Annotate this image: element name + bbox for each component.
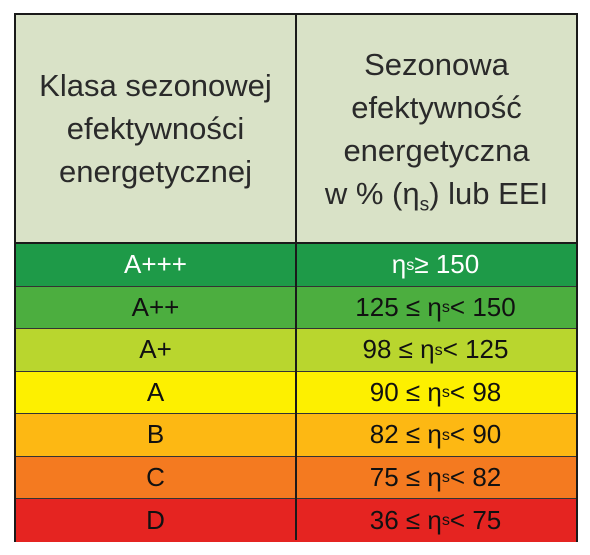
energy-class-cell: A+ xyxy=(139,334,172,365)
column-divider xyxy=(295,15,297,540)
energy-class-cell: B xyxy=(146,419,165,450)
subscript: s xyxy=(419,194,430,216)
efficiency-class-table: Klasa sezonowej efektywności energetyczn… xyxy=(14,13,578,542)
header-class-column: Klasa sezonowej efektywności energetyczn… xyxy=(16,15,295,242)
energy-class-cell: C xyxy=(146,461,165,492)
energy-class-cell: D xyxy=(146,504,165,535)
header-line: Klasa sezonowej xyxy=(39,68,272,103)
header-line: energetyczna xyxy=(343,132,530,168)
header-line: efektywność xyxy=(351,89,522,125)
header-line: energetycznej xyxy=(58,154,252,189)
header-text: w % (η xyxy=(324,175,420,211)
energy-class-cell: A xyxy=(146,376,165,407)
energy-class-cell: A++ xyxy=(131,291,180,322)
header-text: ) lub EEI xyxy=(429,175,549,211)
energy-class-cell: A+++ xyxy=(124,249,187,280)
header-line: Sezonowa xyxy=(364,46,509,82)
header-line: efektywności xyxy=(66,111,245,146)
header-efficiency-column: Sezonowa efektywność energetyczna w % (η… xyxy=(297,15,576,242)
header-line: w % (ηs) lub EEI xyxy=(325,172,548,215)
